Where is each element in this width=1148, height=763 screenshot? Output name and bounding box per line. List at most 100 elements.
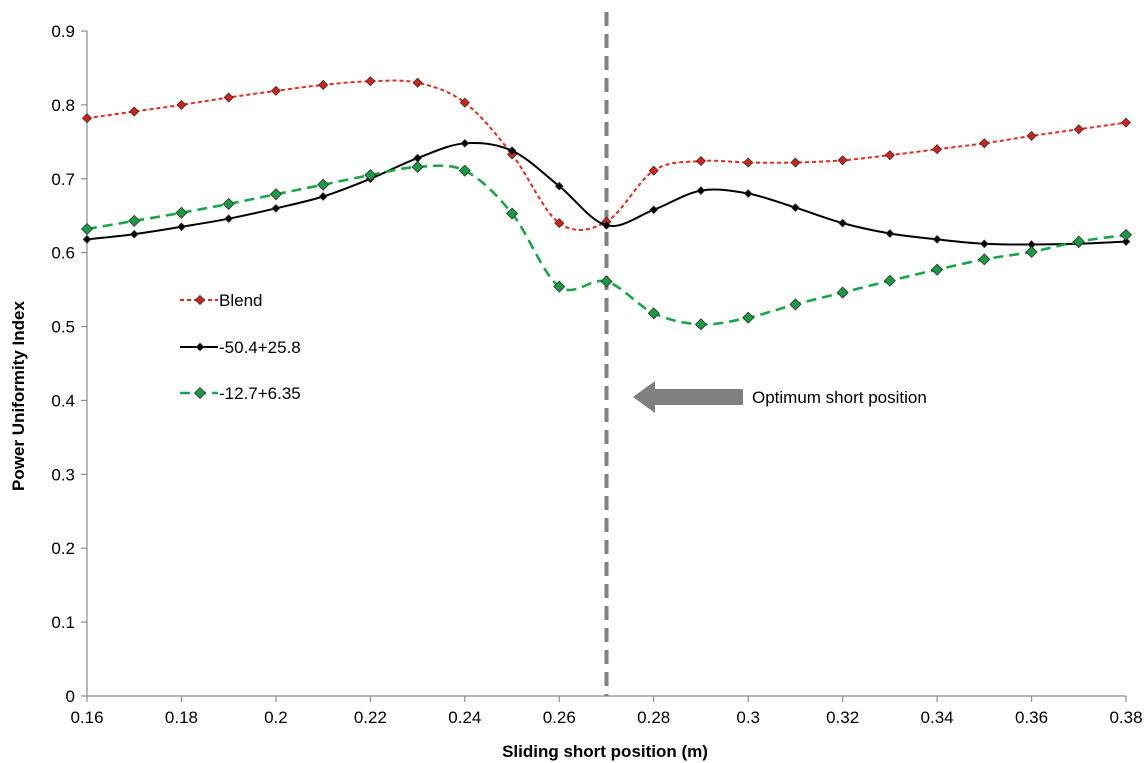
x-tick-label: 0.2 [264, 708, 288, 727]
data-point [413, 153, 422, 163]
data-point [836, 286, 849, 299]
data-point [554, 218, 565, 229]
data-point [81, 113, 93, 124]
data-point [364, 169, 377, 182]
data-point [600, 275, 613, 288]
x-tick-label: 0.36 [1015, 708, 1048, 727]
legend-label: Blend [219, 291, 262, 310]
data-point [1072, 235, 1085, 248]
axes: 0 0.1 0.2 0.3 0.4 0.5 0.6 0.7 0.8 0.9 0.16 0.18 0.2 0… [51, 22, 1142, 727]
data-point [979, 138, 990, 149]
data-point [1121, 237, 1131, 246]
y-tick-label: 0.9 [51, 22, 75, 41]
data-point [838, 218, 848, 228]
y-tick-label: 0.2 [51, 539, 75, 558]
x-axis-title: Sliding short position (m) [502, 742, 708, 761]
arrow-left-icon [633, 381, 743, 413]
y-tick-label: 0.8 [51, 96, 75, 115]
data-point [885, 229, 895, 238]
x-tick-label: 0.16 [70, 708, 103, 727]
data-point [790, 157, 801, 168]
y-tick-label: 0.4 [51, 391, 75, 410]
x-tick-label: 0.22 [354, 708, 387, 727]
data-point [1120, 117, 1132, 128]
data-point [696, 186, 706, 195]
data-point [505, 207, 519, 220]
arrow-label: Optimum short position [752, 388, 927, 407]
data-point [1073, 124, 1084, 135]
data-point [978, 253, 991, 266]
y-tick-label: 0.3 [51, 465, 75, 484]
axis-titles: Sliding short position (m) Power Uniform… [9, 301, 708, 761]
data-point [743, 157, 754, 168]
x-tick-label: 0.24 [448, 708, 481, 727]
data-point [1026, 130, 1037, 141]
legend-item: Blend [180, 291, 262, 310]
legend-label: -12.7+6.35 [219, 384, 301, 403]
data-point [602, 220, 611, 230]
data-point [318, 192, 328, 201]
annotations: Optimum short position [604, 12, 927, 696]
series-3 [80, 160, 1133, 331]
data-point [129, 229, 139, 239]
legend-swatch-marker [195, 342, 205, 352]
x-tick-label: 0.34 [921, 708, 954, 727]
y-axis-title: Power Uniformity Index [9, 301, 28, 491]
data-point [932, 235, 942, 244]
legend-swatch-marker [194, 294, 206, 306]
data-point [365, 76, 376, 87]
data-point [883, 274, 896, 287]
x-tick-label: 0.18 [165, 708, 198, 727]
data-point [270, 85, 281, 96]
data-point [223, 92, 234, 103]
legend-item: -12.7+6.35 [180, 384, 301, 403]
y-tick-label: 0 [66, 687, 75, 706]
data-point [80, 222, 94, 236]
data-point [458, 164, 471, 177]
x-tick-label: 0.32 [826, 708, 859, 727]
data-point [460, 138, 470, 148]
x-tick-label: 0.3 [736, 708, 760, 727]
y-tick-label: 0.5 [51, 318, 75, 337]
legend-label: -50.4+25.8 [219, 338, 301, 357]
legend-swatch-marker [193, 386, 207, 400]
data-point [554, 181, 564, 191]
data-point [129, 106, 140, 117]
y-tick-label: 0.1 [51, 613, 75, 632]
data-point [128, 214, 141, 227]
data-point [317, 178, 330, 191]
y-tick-label: 0.7 [51, 170, 75, 189]
data-point [222, 197, 235, 210]
data-point [411, 160, 424, 174]
data-point [743, 189, 753, 198]
data-point [979, 239, 989, 249]
data-point [884, 150, 895, 161]
data-point [789, 298, 802, 311]
data-point [695, 155, 707, 167]
series [80, 76, 1133, 331]
legend-item: -50.4+25.8 [180, 338, 301, 357]
data-point [224, 214, 234, 224]
data-point [694, 318, 708, 331]
data-point [82, 235, 92, 244]
data-point [647, 307, 660, 320]
data-point [648, 165, 659, 176]
legend: Blend -50.4+25.8 -12.7+6.35 [180, 291, 301, 403]
data-point [1119, 228, 1133, 241]
data-point [175, 206, 188, 219]
x-tick-label: 0.26 [543, 708, 576, 727]
data-point [837, 155, 848, 166]
data-point [931, 263, 944, 276]
data-point [1025, 245, 1038, 258]
data-point [932, 144, 943, 155]
data-point [507, 146, 517, 156]
data-point [412, 77, 423, 88]
data-point [742, 311, 755, 324]
data-point [649, 205, 659, 215]
data-point [459, 97, 470, 108]
y-tick-label: 0.6 [51, 244, 75, 263]
x-tick-label: 0.38 [1109, 708, 1142, 727]
data-point [176, 99, 187, 110]
data-point [553, 280, 566, 293]
